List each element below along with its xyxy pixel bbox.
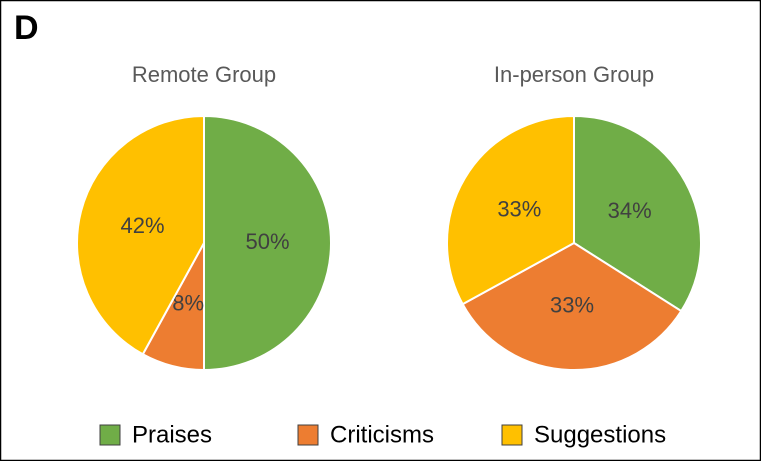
slice-label: 34%: [608, 198, 652, 223]
legend-label: Suggestions: [534, 421, 666, 448]
pie-slice: [76, 114, 205, 356]
pie-slice: [203, 114, 332, 372]
legend-swatch: [297, 424, 319, 446]
slice-label: 50%: [245, 229, 289, 254]
legend-label: Praises: [132, 421, 212, 448]
slice-label: 33%: [497, 196, 541, 221]
chart-title: In-person Group: [494, 62, 654, 87]
slice-label: 42%: [120, 213, 164, 238]
slice-label: 33%: [550, 292, 594, 317]
legend-swatch: [99, 424, 121, 446]
pie-slice: [446, 114, 575, 306]
slice-label: 8%: [172, 290, 204, 315]
legend-swatch: [501, 424, 523, 446]
legend-label: Criticisms: [330, 421, 434, 448]
chart-title: Remote Group: [132, 62, 276, 87]
panel-label: D: [14, 9, 39, 47]
